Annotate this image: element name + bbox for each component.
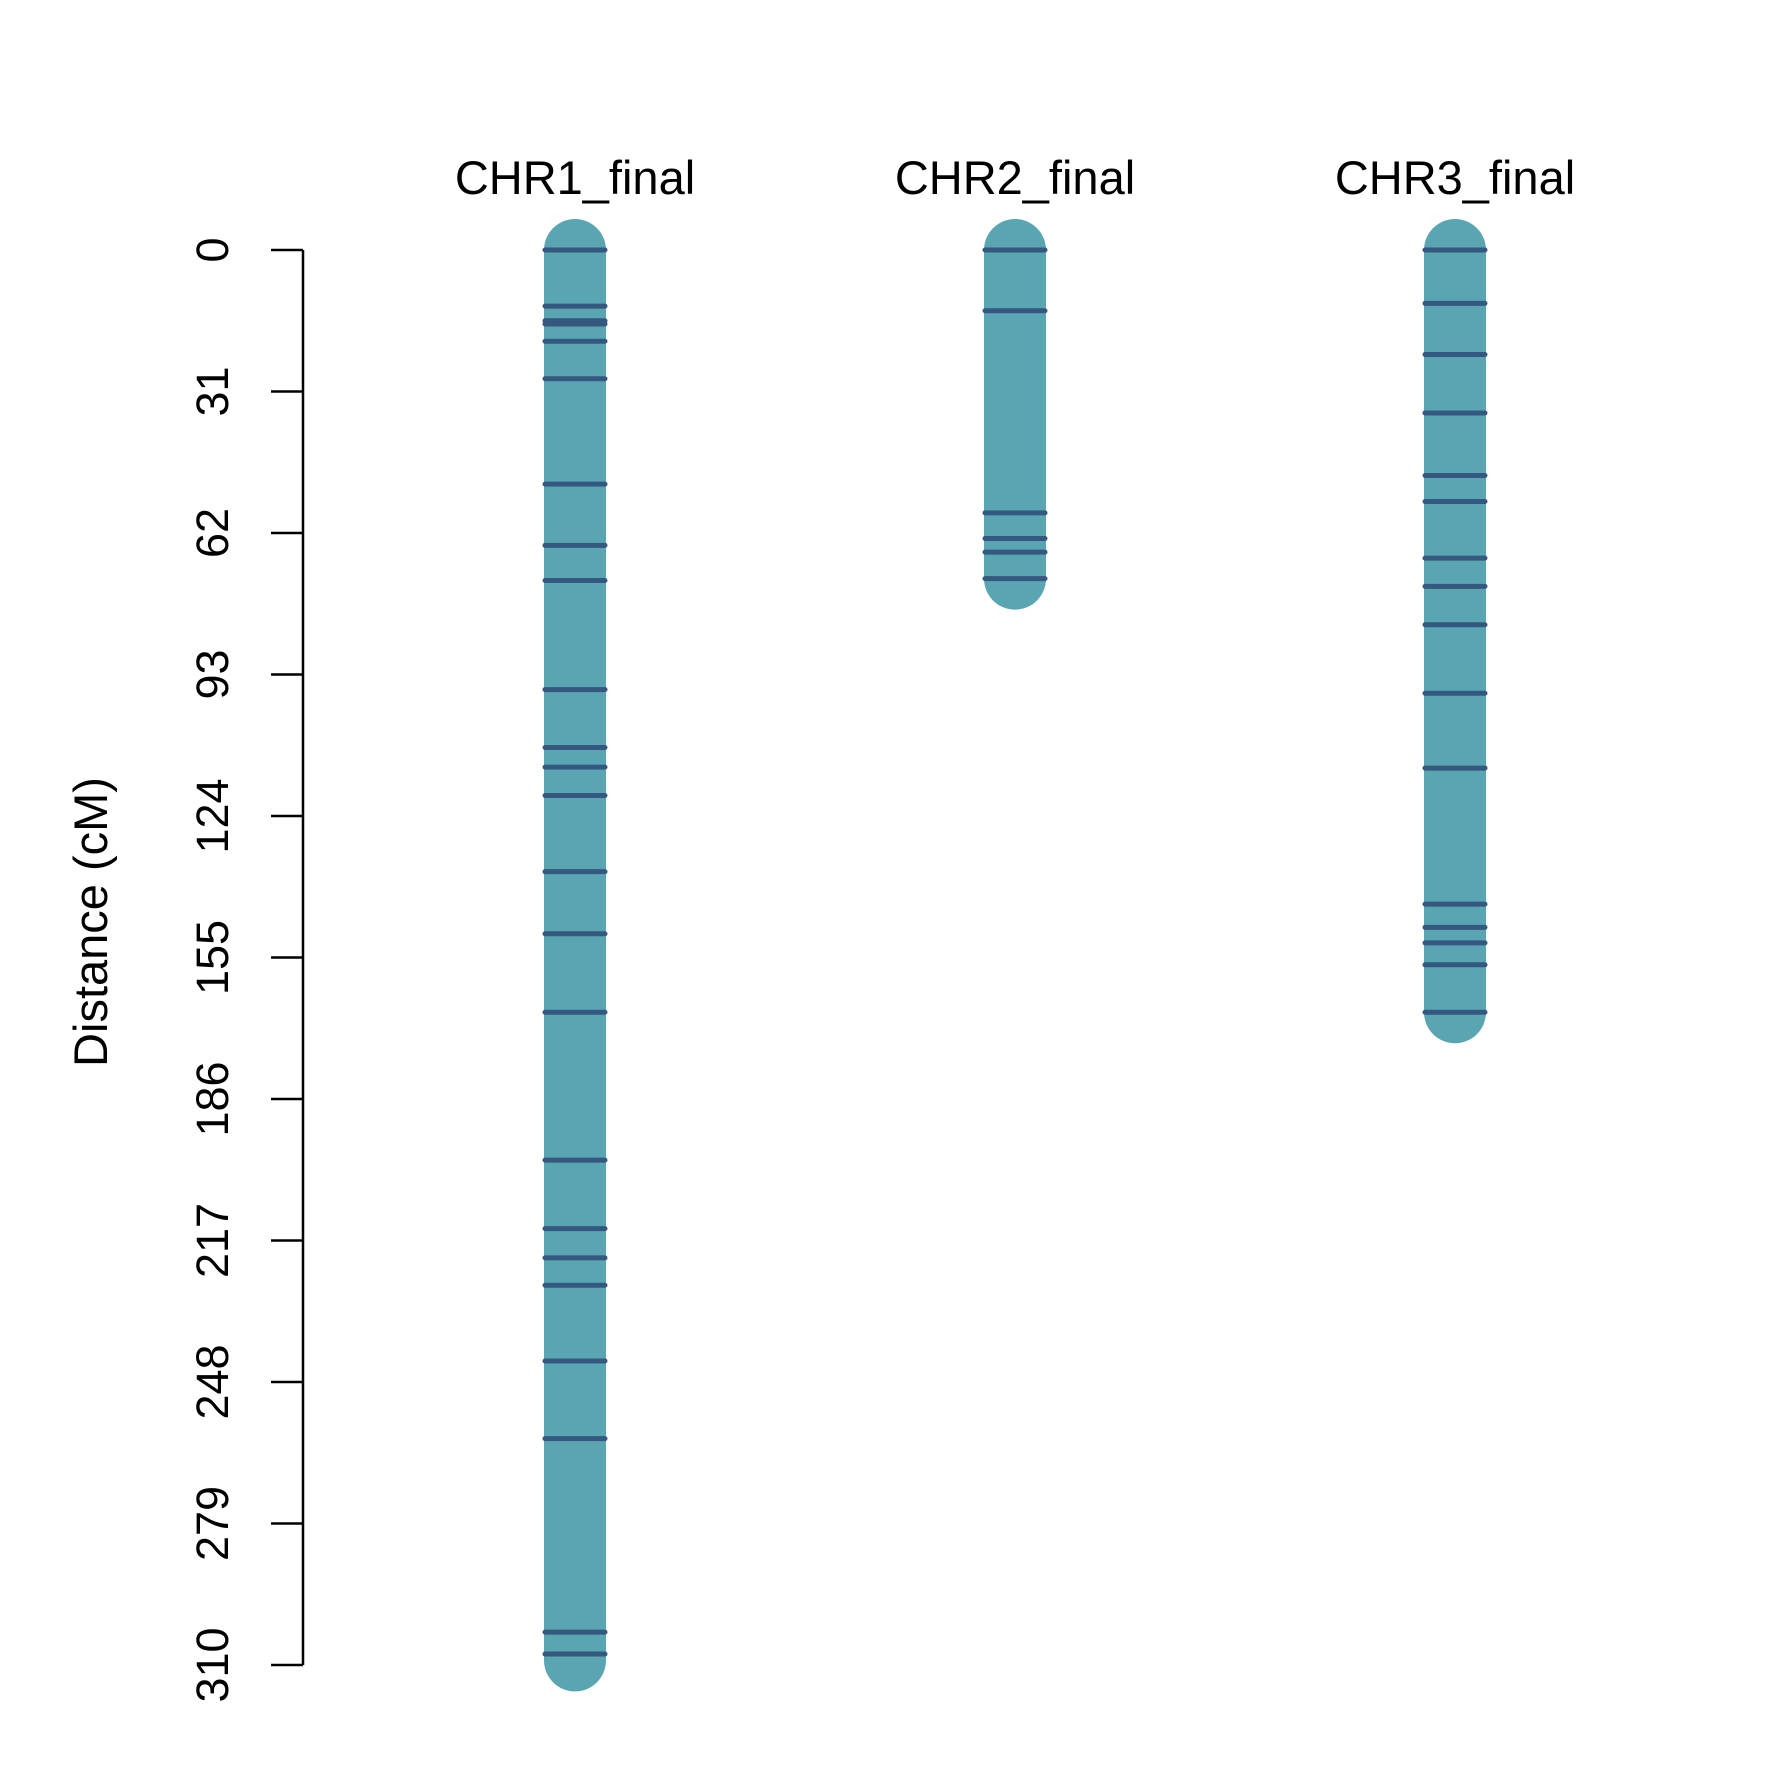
y-tick-label: 62 bbox=[187, 508, 238, 558]
y-tick-label: 93 bbox=[187, 649, 238, 699]
y-tick-label: 124 bbox=[187, 778, 238, 853]
y-tick-label: 310 bbox=[187, 1627, 238, 1702]
chromosome-2: CHR2_final bbox=[895, 151, 1135, 610]
chromosome-title: CHR1_final bbox=[455, 151, 695, 204]
chromosomes: CHR1_final CHR2_final CHR3_final bbox=[455, 151, 1575, 1692]
y-tick-label: 0 bbox=[187, 237, 238, 262]
y-tick-label: 279 bbox=[187, 1486, 238, 1561]
chromosome-title: CHR2_final bbox=[895, 151, 1135, 204]
y-axis-label: Distance (cM) bbox=[64, 777, 117, 1067]
chromosome-1: CHR1_final bbox=[455, 151, 695, 1692]
y-tick-label: 31 bbox=[187, 366, 238, 416]
y-tick-label: 217 bbox=[187, 1203, 238, 1278]
y-tick-label: 186 bbox=[187, 1061, 238, 1136]
chromosome-title: CHR3_final bbox=[1335, 151, 1575, 204]
y-tick-label: 248 bbox=[187, 1344, 238, 1419]
y-tick-label: 155 bbox=[187, 920, 238, 995]
y-axis: 0 31 62 93 124 155 186 217 248 279 310 bbox=[187, 237, 305, 1703]
chromosome-3: CHR3_final bbox=[1335, 151, 1575, 1044]
